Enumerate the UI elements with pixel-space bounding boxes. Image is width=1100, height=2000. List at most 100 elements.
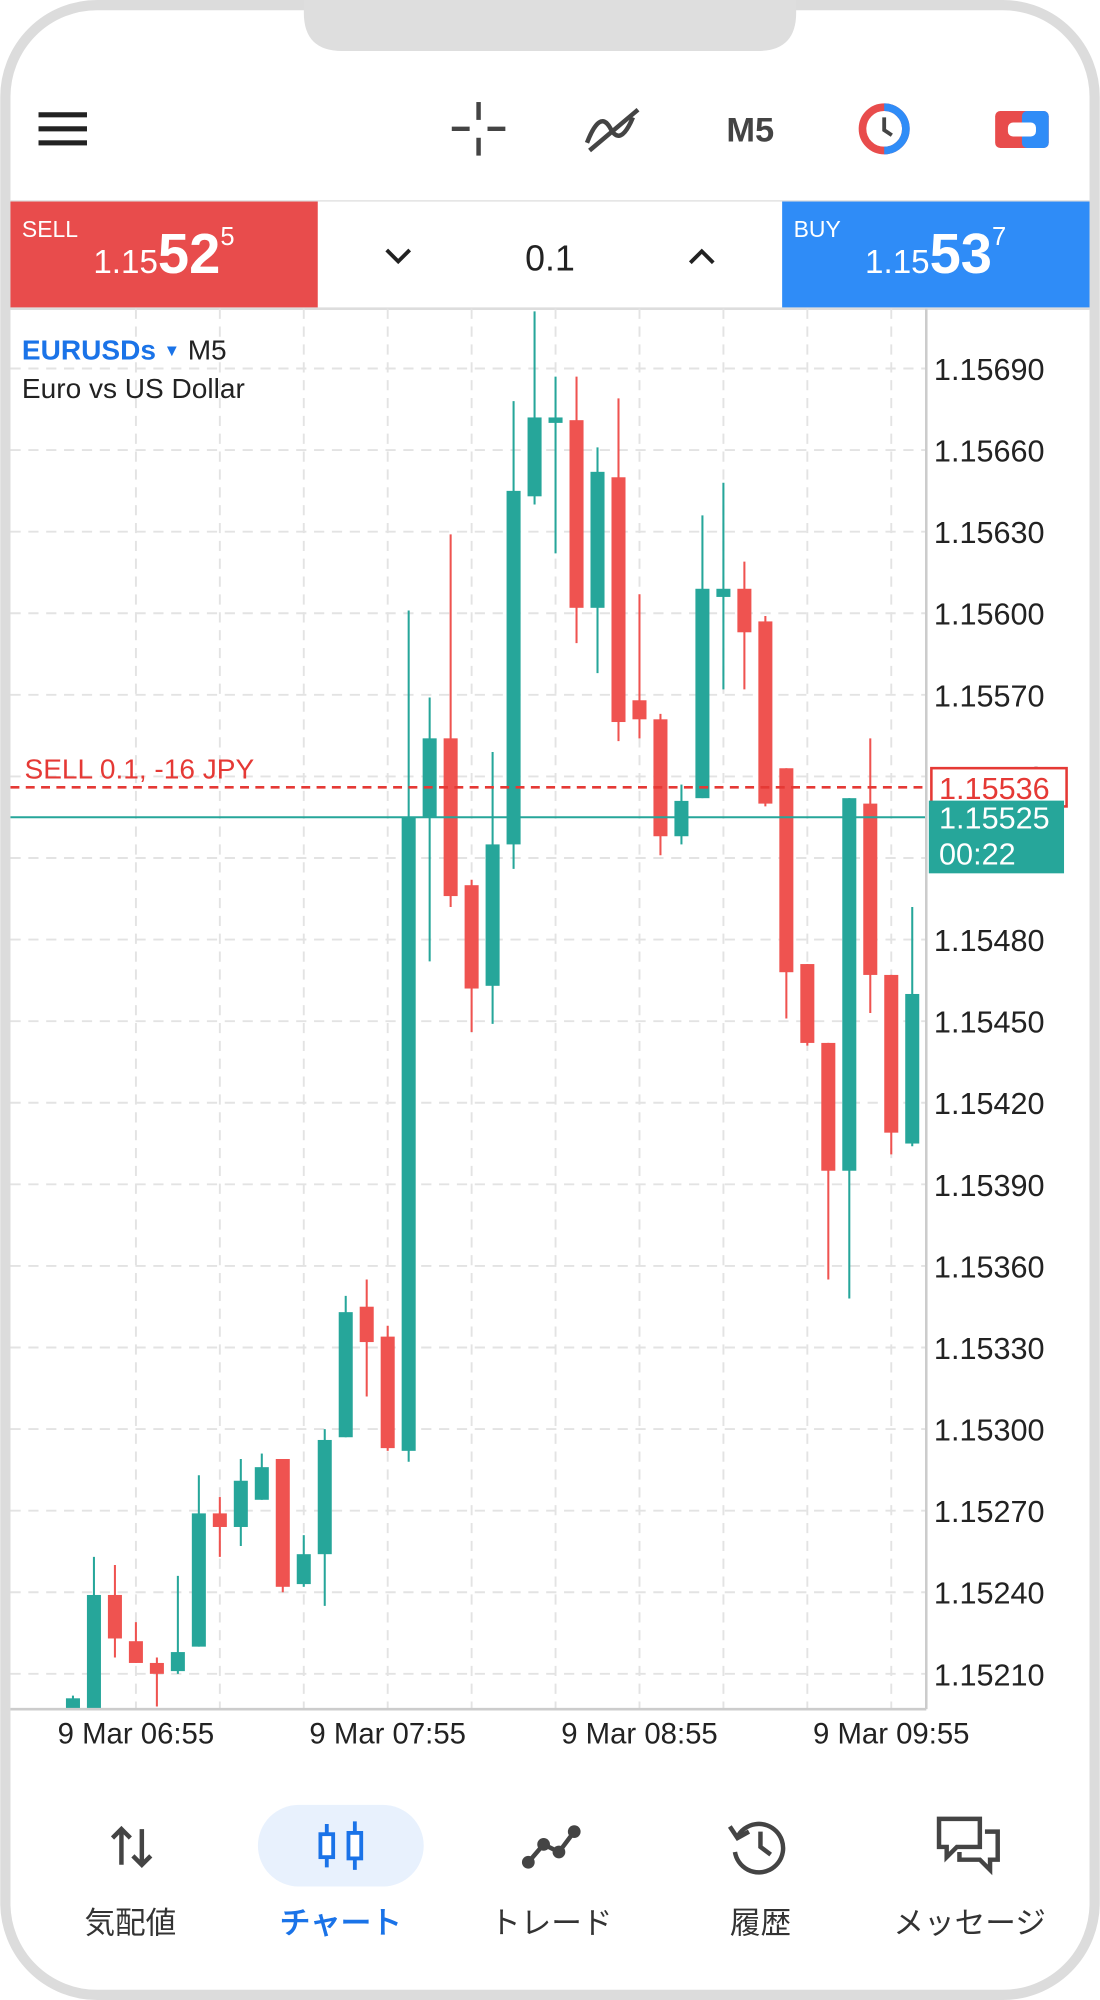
- volume-up[interactable]: [688, 248, 715, 265]
- candle-body: [779, 768, 794, 973]
- candle-body: [716, 588, 731, 597]
- candle-body: [485, 844, 500, 986]
- candle-body: [107, 1594, 122, 1639]
- x-tick-label: 9 Mar 07:55: [309, 1718, 466, 1751]
- sell-price-big: 52: [158, 222, 220, 285]
- candle-body: [569, 420, 584, 608]
- symbol-description: Euro vs US Dollar: [22, 373, 245, 404]
- buy-price-big: 53: [930, 222, 992, 285]
- candle-body: [86, 1594, 101, 1710]
- candle-body: [632, 700, 647, 720]
- tab-quotes[interactable]: [110, 1825, 153, 1868]
- x-tick-label: 9 Mar 06:55: [58, 1718, 215, 1751]
- x-tick-label: 9 Mar 09:55: [813, 1718, 970, 1751]
- one-click-toggle[interactable]: [995, 110, 1049, 148]
- price-timer: 00:22: [939, 837, 1016, 871]
- candle-body: [422, 738, 437, 818]
- candle-body: [884, 974, 899, 1133]
- candle-body: [380, 1336, 395, 1449]
- order-label: SELL 0.1, -16 JPY: [24, 753, 254, 784]
- candle-body: [863, 803, 878, 975]
- timeframe-button[interactable]: M5: [726, 112, 774, 150]
- candle-body: [359, 1306, 374, 1343]
- buy-button[interactable]: BUY 1.15537: [782, 201, 1090, 309]
- candle-body: [590, 471, 605, 608]
- sell-price-prefix: 1.15: [93, 244, 158, 281]
- volume-down[interactable]: [385, 248, 412, 265]
- candle-body: [464, 885, 479, 989]
- candle-body: [842, 798, 857, 1171]
- candle-body: [254, 1467, 269, 1500]
- tab-label[interactable]: 履歴: [730, 1907, 791, 1941]
- price-box: [928, 800, 1065, 874]
- tab-active-bg: [257, 1804, 424, 1887]
- y-tick-label: 1.15360: [934, 1250, 1045, 1284]
- grid: [10, 308, 927, 1710]
- tab-history[interactable]: [727, 1821, 786, 1875]
- candle-body: [653, 719, 668, 837]
- price-label: 1.15525: [939, 802, 1050, 836]
- y-tick-label: 1.15630: [934, 516, 1045, 550]
- order-price-box: [930, 766, 1068, 808]
- tab-chart[interactable]: [318, 1821, 364, 1870]
- candle-body: [170, 1652, 185, 1672]
- buy-label: BUY: [794, 216, 841, 242]
- y-tick-label: 1.15450: [934, 1006, 1045, 1040]
- sell-price-sup: 5: [220, 223, 234, 251]
- chart-header: EURUSDs ▼ M5: [22, 335, 227, 366]
- order-price-label: 1.15536: [939, 772, 1050, 806]
- notch: [303, 0, 797, 52]
- candle-body: [233, 1480, 248, 1527]
- volume[interactable]: 0.1: [525, 238, 575, 278]
- y-tick-label: 1.15420: [934, 1087, 1045, 1121]
- tab-label[interactable]: メッセージ: [893, 1907, 1045, 1941]
- buy-price: 1.15537: [865, 222, 1006, 285]
- candle-body: [317, 1439, 332, 1555]
- candle-body: [296, 1554, 311, 1585]
- symbol-dropdown[interactable]: ▼: [164, 341, 180, 360]
- plot-area: [10, 311, 927, 1710]
- menu-button[interactable]: [38, 112, 87, 146]
- sell-label: SELL: [22, 216, 78, 242]
- candle-body: [695, 588, 710, 799]
- buy-price-sup: 7: [992, 223, 1006, 251]
- candle-body: [611, 477, 626, 723]
- tab-bar: 気配値 チャート トレード 履歴 メッセージ: [84, 1804, 1046, 1941]
- candle-body: [737, 588, 752, 633]
- y-tick-label: 1.15570: [934, 679, 1045, 713]
- y-tick-label: 1.15240: [934, 1577, 1045, 1611]
- tab-messages[interactable]: [936, 1816, 1000, 1876]
- candle-body: [401, 817, 416, 1451]
- tab-label[interactable]: トレード: [490, 1907, 612, 1941]
- candle-body: [506, 490, 521, 845]
- candle-body: [821, 1042, 836, 1171]
- buy-price-prefix: 1.15: [865, 244, 930, 281]
- clock-button[interactable]: [858, 103, 910, 155]
- symbol[interactable]: EURUSDs: [22, 335, 156, 366]
- sell-button[interactable]: SELL 1.15525: [10, 201, 318, 309]
- y-tick-label: 1.15480: [934, 924, 1045, 958]
- tab-trade[interactable]: [521, 1825, 581, 1869]
- y-tick-label: 1.15330: [934, 1332, 1045, 1366]
- indicators-button[interactable]: [584, 107, 640, 153]
- y-tick-label: 1.15600: [934, 598, 1045, 632]
- candle-body: [212, 1513, 227, 1527]
- tab-label[interactable]: 気配値: [84, 1907, 176, 1941]
- candle-body: [527, 417, 542, 497]
- candle-body: [674, 800, 689, 837]
- candle-body: [65, 1698, 80, 1710]
- tab-label[interactable]: チャート: [280, 1907, 402, 1941]
- y-tick-label: 1.15660: [934, 435, 1045, 469]
- candle-body: [128, 1641, 143, 1663]
- y-tick-label: 1.15300: [934, 1414, 1045, 1448]
- crosshair-button[interactable]: [451, 102, 506, 156]
- candle-body: [149, 1662, 164, 1674]
- candle-body: [191, 1513, 206, 1647]
- candle-body: [548, 417, 563, 423]
- candle-body: [338, 1312, 353, 1438]
- y-tick-label: 1.15210: [934, 1658, 1045, 1692]
- sell-price: 1.15525: [93, 222, 234, 285]
- chart-timeframe: M5: [188, 335, 227, 366]
